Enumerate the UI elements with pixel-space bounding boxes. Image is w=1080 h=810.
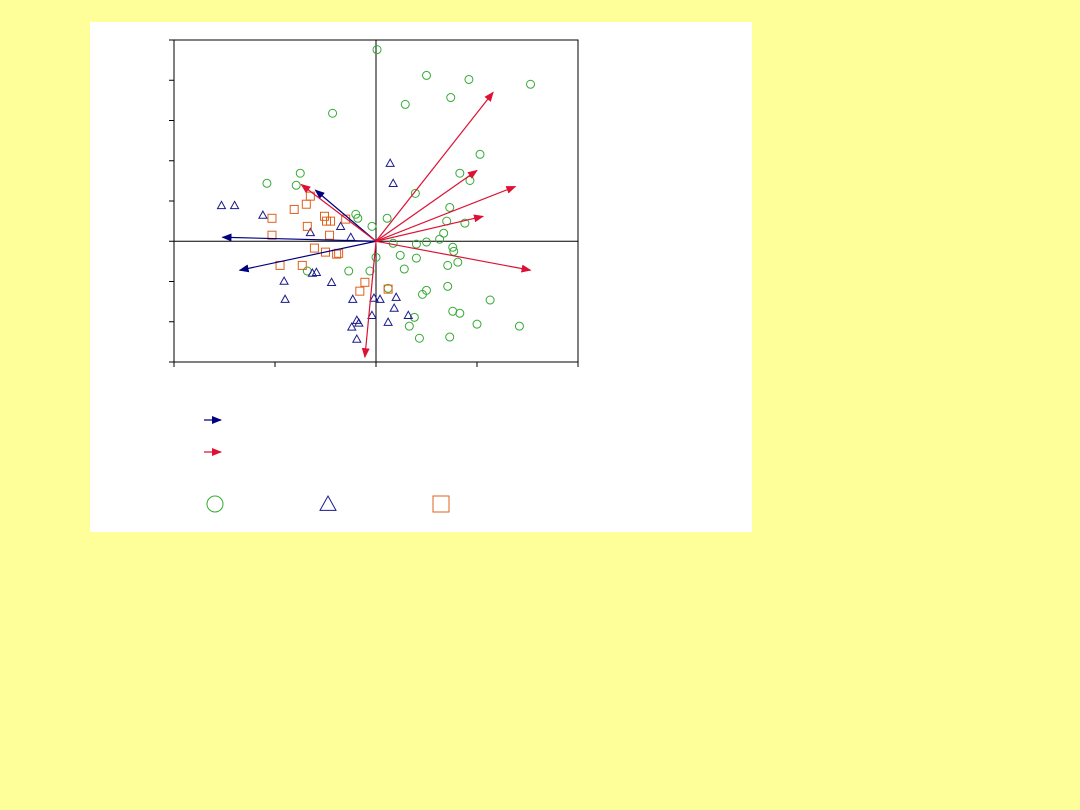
point bbox=[446, 93, 456, 103]
point bbox=[321, 247, 330, 257]
vector bbox=[238, 240, 377, 273]
point bbox=[464, 74, 474, 84]
point bbox=[399, 264, 409, 274]
point bbox=[460, 218, 470, 228]
point bbox=[328, 108, 338, 118]
point bbox=[385, 158, 395, 167]
point bbox=[371, 252, 381, 262]
point bbox=[383, 284, 393, 294]
vector bbox=[314, 189, 377, 242]
point bbox=[369, 292, 379, 302]
legend-symbol bbox=[206, 495, 224, 513]
point bbox=[367, 310, 377, 320]
point bbox=[435, 234, 445, 244]
point bbox=[445, 332, 455, 342]
point bbox=[422, 237, 431, 247]
point bbox=[262, 178, 272, 188]
point bbox=[526, 79, 536, 89]
point bbox=[353, 317, 364, 327]
point bbox=[388, 178, 399, 187]
panel bbox=[90, 22, 752, 532]
point bbox=[295, 168, 305, 178]
point bbox=[367, 221, 377, 231]
point bbox=[319, 211, 329, 221]
point bbox=[280, 294, 290, 303]
point bbox=[307, 268, 318, 277]
point bbox=[409, 312, 419, 322]
point bbox=[445, 202, 455, 212]
point bbox=[411, 239, 421, 249]
point bbox=[325, 230, 335, 240]
point bbox=[301, 199, 311, 209]
point bbox=[475, 149, 485, 159]
point bbox=[355, 286, 365, 296]
point bbox=[383, 317, 393, 326]
point bbox=[448, 306, 458, 316]
point bbox=[389, 303, 400, 312]
vector bbox=[221, 233, 377, 242]
point bbox=[422, 70, 431, 80]
point bbox=[411, 253, 421, 263]
point bbox=[346, 321, 357, 331]
vector bbox=[375, 91, 494, 242]
point bbox=[267, 230, 277, 240]
point bbox=[485, 295, 495, 305]
point bbox=[365, 266, 375, 276]
vector bbox=[375, 169, 478, 242]
point bbox=[400, 99, 410, 109]
point bbox=[410, 188, 420, 198]
point bbox=[229, 200, 240, 210]
point bbox=[382, 213, 392, 223]
point bbox=[439, 228, 449, 238]
point bbox=[305, 227, 316, 237]
vector bbox=[361, 241, 377, 359]
point bbox=[279, 276, 289, 285]
point bbox=[302, 221, 312, 231]
point bbox=[347, 294, 358, 303]
point bbox=[417, 289, 427, 299]
point bbox=[326, 216, 336, 226]
point bbox=[472, 319, 482, 329]
point bbox=[353, 213, 363, 223]
point bbox=[289, 204, 299, 214]
vector bbox=[300, 183, 377, 242]
vector bbox=[375, 240, 532, 273]
point bbox=[258, 210, 268, 219]
point bbox=[351, 334, 362, 343]
point bbox=[443, 260, 453, 270]
point bbox=[216, 200, 227, 210]
point bbox=[267, 213, 277, 223]
vector bbox=[375, 214, 485, 242]
point bbox=[404, 321, 414, 331]
point bbox=[395, 250, 405, 260]
point bbox=[297, 260, 307, 270]
point bbox=[375, 294, 385, 303]
point bbox=[360, 277, 370, 287]
point bbox=[414, 333, 424, 343]
point bbox=[514, 321, 524, 331]
point bbox=[372, 45, 382, 55]
point bbox=[291, 180, 301, 190]
point bbox=[344, 266, 354, 276]
point bbox=[443, 281, 453, 291]
point bbox=[335, 221, 346, 231]
point bbox=[403, 310, 414, 320]
legend-symbol bbox=[319, 494, 337, 511]
point bbox=[391, 292, 402, 301]
point bbox=[326, 277, 337, 287]
point bbox=[453, 257, 463, 267]
point bbox=[455, 308, 465, 318]
legend-symbol bbox=[432, 495, 450, 513]
vector bbox=[375, 185, 517, 242]
point bbox=[309, 243, 319, 253]
point bbox=[448, 242, 458, 252]
point bbox=[455, 168, 465, 178]
